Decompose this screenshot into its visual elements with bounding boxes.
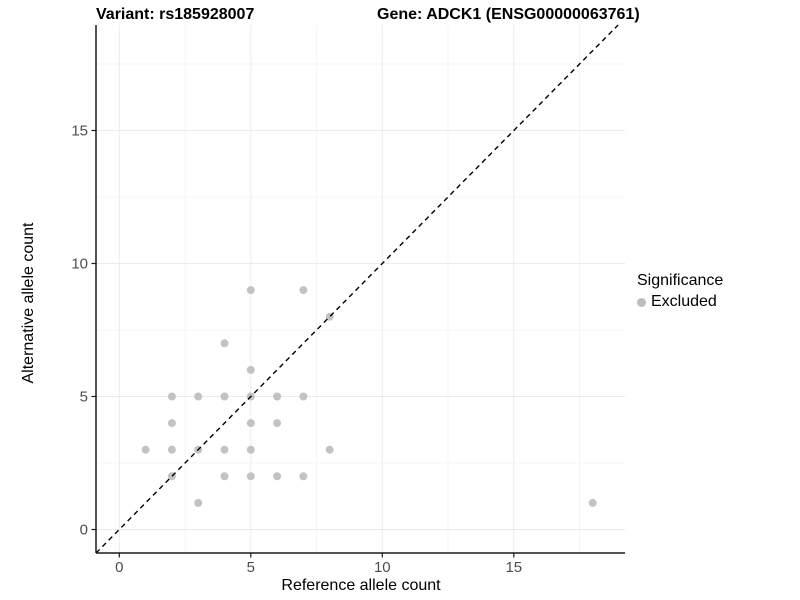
legend: Significance Excluded	[637, 272, 723, 311]
data-point	[299, 472, 308, 481]
y-tick-label: 10	[71, 256, 88, 273]
data-point	[246, 445, 255, 454]
x-axis-title: Reference allele count	[281, 577, 441, 594]
legend-item-excluded: Excluded	[637, 293, 723, 311]
x-tick-label: 0	[115, 559, 123, 576]
data-point	[220, 339, 229, 348]
data-point	[325, 445, 334, 454]
data-point	[167, 392, 176, 401]
data-point	[246, 286, 255, 295]
data-point	[273, 392, 282, 401]
x-tick-label: 5	[247, 559, 255, 576]
legend-title: Significance	[637, 272, 724, 289]
data-point	[141, 445, 150, 454]
data-point	[299, 286, 308, 295]
data-point	[273, 419, 282, 428]
data-point	[220, 472, 229, 481]
x-tick-label: 15	[505, 559, 522, 576]
point-marker-icon	[637, 297, 646, 307]
gene-title: Gene: ADCK1 (ENSG00000063761)	[377, 6, 640, 23]
data-point	[588, 498, 597, 507]
data-point	[246, 472, 255, 481]
variant-title: Variant: rs185928007	[96, 6, 255, 23]
y-tick-label: 15	[71, 123, 88, 140]
legend-item-label: Excluded	[651, 293, 717, 310]
data-point	[167, 419, 176, 428]
data-point	[299, 392, 308, 401]
y-tick-label: 5	[80, 389, 88, 406]
data-point	[220, 445, 229, 454]
y-tick-label: 0	[80, 522, 88, 539]
identity-line	[95, 24, 619, 554]
data-point	[246, 365, 255, 374]
data-point	[246, 419, 255, 428]
data-point	[220, 392, 229, 401]
data-point	[167, 445, 176, 454]
data-point	[194, 498, 203, 507]
data-point	[273, 472, 282, 481]
x-tick-label: 10	[374, 559, 391, 576]
y-axis-title: Alternative allele count	[20, 222, 37, 384]
data-point	[194, 392, 203, 401]
